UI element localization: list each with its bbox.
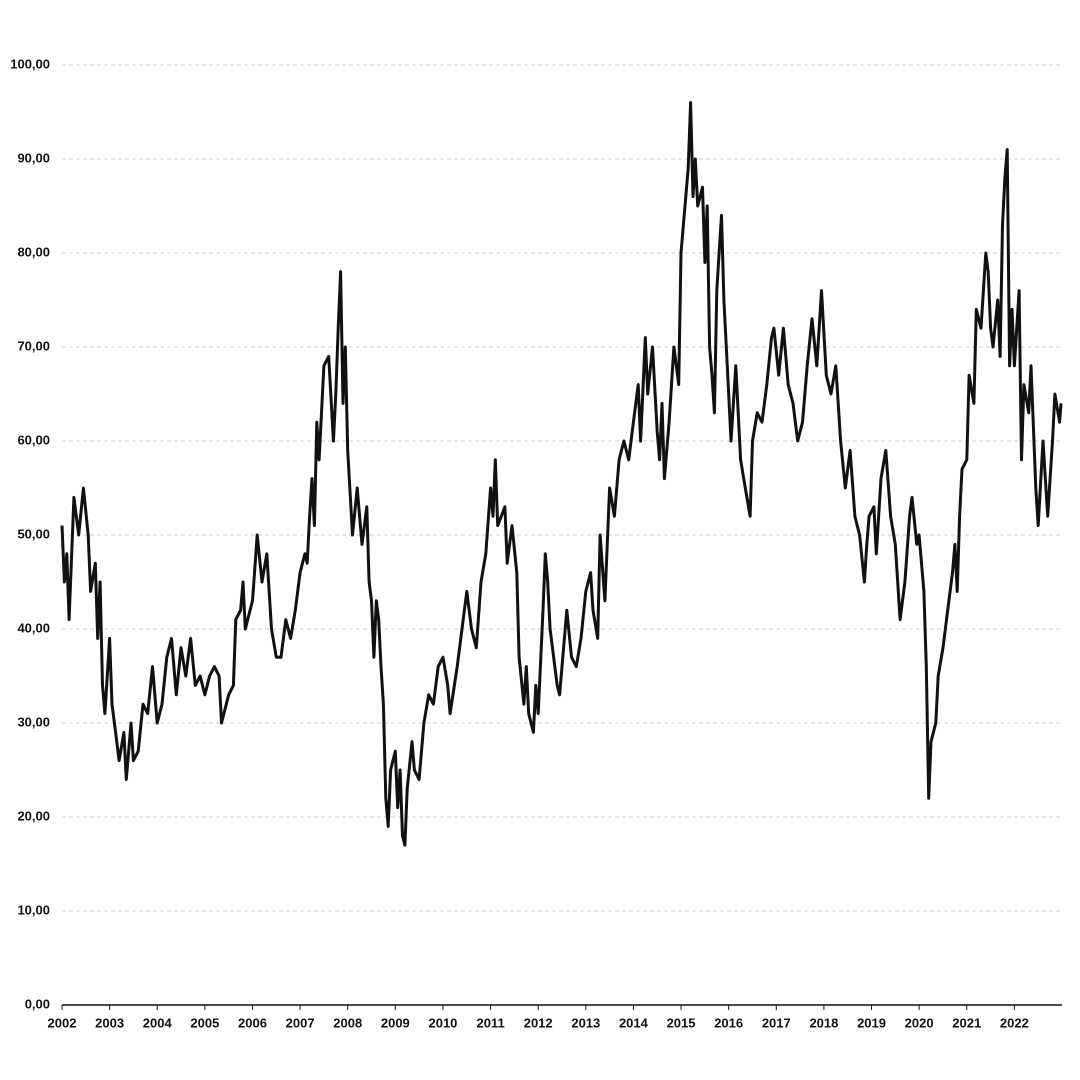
x-tick-label: 2002 xyxy=(48,1015,77,1030)
x-tick-label: 2005 xyxy=(190,1015,219,1030)
x-tick-label: 2019 xyxy=(857,1015,886,1030)
x-tick-label: 2016 xyxy=(714,1015,743,1030)
x-tick-label: 2007 xyxy=(286,1015,315,1030)
x-tick-label: 2006 xyxy=(238,1015,267,1030)
y-tick-label: 0,00 xyxy=(25,996,50,1011)
y-tick-label: 80,00 xyxy=(17,244,50,259)
x-tick-label: 2014 xyxy=(619,1015,649,1030)
x-tick-label: 2012 xyxy=(524,1015,553,1030)
price-line xyxy=(60,101,1063,847)
x-tick-label: 2017 xyxy=(762,1015,791,1030)
x-tick-label: 2011 xyxy=(476,1015,504,1030)
y-tick-label: 30,00 xyxy=(17,714,50,729)
x-tick-label: 2008 xyxy=(333,1015,362,1030)
x-tick-label: 2018 xyxy=(809,1015,838,1030)
x-tick-label: 2013 xyxy=(571,1015,600,1030)
y-tick-label: 90,00 xyxy=(17,150,50,165)
x-tick-label: 2021 xyxy=(952,1015,981,1030)
y-tick-label: 10,00 xyxy=(17,902,50,917)
y-tick-label: 60,00 xyxy=(17,432,50,447)
y-tick-label: 70,00 xyxy=(17,338,50,353)
x-tick-label: 2020 xyxy=(905,1015,934,1030)
x-tick-label: 2015 xyxy=(667,1015,696,1030)
y-tick-label: 40,00 xyxy=(17,620,50,635)
y-tick-label: 50,00 xyxy=(17,526,50,541)
x-tick-label: 2009 xyxy=(381,1015,410,1030)
x-tick-label: 2010 xyxy=(428,1015,457,1030)
x-tick-label: 2003 xyxy=(95,1015,124,1030)
x-tick-label: 2022 xyxy=(1000,1015,1029,1030)
y-tick-label: 100,00 xyxy=(10,56,50,71)
x-tick-label: 2004 xyxy=(143,1015,173,1030)
y-tick-label: 20,00 xyxy=(17,808,50,823)
